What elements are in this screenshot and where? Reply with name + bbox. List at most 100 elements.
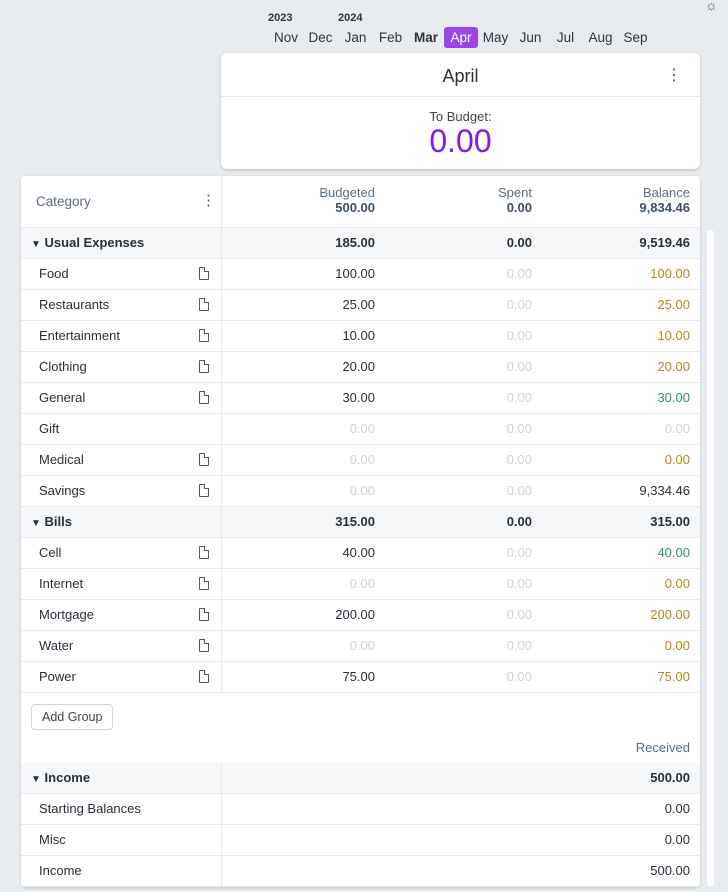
income-category-name[interactable]: Misc: [21, 825, 222, 855]
to-budget-value[interactable]: 0.00: [429, 123, 492, 159]
budgeted-input[interactable]: 0.00: [349, 576, 375, 591]
spent-value[interactable]: 0.00: [506, 483, 532, 498]
balance-value[interactable]: 100.00: [650, 266, 690, 281]
budgeted-input[interactable]: 0.00: [349, 483, 375, 498]
caret-down-icon[interactable]: ▼: [31, 774, 41, 785]
category-row: Cell 40.00 0.00 40.00: [21, 538, 700, 569]
group-name[interactable]: ▼ Bills: [21, 507, 222, 537]
note-icon[interactable]: [199, 577, 209, 590]
balance-value[interactable]: 30.00: [657, 390, 690, 405]
budgeted-input[interactable]: 100.00: [335, 266, 375, 281]
month-jun[interactable]: Jun: [519, 30, 542, 45]
month-apr[interactable]: Apr: [444, 27, 478, 48]
spent-value[interactable]: 0.00: [506, 607, 532, 622]
sun-icon[interactable]: ☼: [705, 0, 718, 13]
category-name[interactable]: General: [21, 383, 222, 413]
month-feb[interactable]: Feb: [378, 30, 403, 45]
caret-down-icon[interactable]: ▼: [31, 239, 41, 250]
month-card: April ⋮ To Budget: 0.00: [221, 53, 700, 169]
note-icon[interactable]: [199, 608, 209, 621]
category-name[interactable]: Medical: [21, 445, 222, 475]
note-icon[interactable]: [199, 391, 209, 404]
balance-value[interactable]: 20.00: [657, 359, 690, 374]
category-name[interactable]: Food: [21, 259, 222, 289]
income-category-name[interactable]: Starting Balances: [21, 794, 222, 824]
balance-value[interactable]: 0.00: [664, 452, 690, 467]
balance-value[interactable]: 9,334.46: [639, 483, 690, 498]
note-icon[interactable]: [199, 546, 209, 559]
group-row[interactable]: ▼ Bills 315.00 0.00 315.00: [21, 507, 700, 538]
spent-value[interactable]: 0.00: [506, 390, 532, 405]
note-icon[interactable]: [199, 360, 209, 373]
category-name[interactable]: Savings: [21, 476, 222, 506]
budgeted-input[interactable]: 0.00: [349, 452, 375, 467]
category-row: Clothing 20.00 0.00 20.00: [21, 352, 700, 383]
add-group-button[interactable]: Add Group: [31, 704, 114, 730]
note-icon[interactable]: [199, 267, 209, 280]
category-row: Internet 0.00 0.00 0.00: [21, 569, 700, 600]
spent-value[interactable]: 0.00: [506, 638, 532, 653]
note-icon[interactable]: [199, 329, 209, 342]
spent-value[interactable]: 0.00: [506, 328, 532, 343]
category-name[interactable]: Clothing: [21, 352, 222, 382]
spent-value[interactable]: 0.00: [506, 359, 532, 374]
note-icon[interactable]: [199, 670, 209, 683]
more-vertical-icon[interactable]: ⋮: [201, 192, 216, 209]
income-group-row[interactable]: ▼ Income 500.00: [21, 763, 700, 794]
balance-value[interactable]: 0.00: [664, 421, 690, 436]
month-aug[interactable]: Aug: [588, 30, 613, 45]
category-name[interactable]: Restaurants: [21, 290, 222, 320]
note-icon[interactable]: [199, 484, 209, 497]
balance-value[interactable]: 25.00: [657, 297, 690, 312]
month-may[interactable]: May: [482, 30, 509, 45]
budgeted-input[interactable]: 40.00: [342, 545, 375, 560]
group-label: Bills: [44, 514, 72, 529]
category-row: Food 100.00 0.00 100.00: [21, 259, 700, 290]
budgeted-input[interactable]: 20.00: [342, 359, 375, 374]
category-name[interactable]: Water: [21, 631, 222, 661]
spent-value[interactable]: 0.00: [506, 669, 532, 684]
category-name[interactable]: Internet: [21, 569, 222, 599]
category-name[interactable]: Cell: [21, 538, 222, 568]
category-name[interactable]: Power: [21, 662, 222, 692]
category-name[interactable]: Mortgage: [21, 600, 222, 630]
spent-value[interactable]: 0.00: [506, 576, 532, 591]
budgeted-input[interactable]: 0.00: [349, 421, 375, 436]
category-name[interactable]: Gift: [21, 414, 222, 444]
spent-value[interactable]: 0.00: [506, 421, 532, 436]
scrollbar[interactable]: [707, 230, 714, 887]
balance-value[interactable]: 75.00: [657, 669, 690, 684]
spent-value[interactable]: 0.00: [506, 266, 532, 281]
balance-value[interactable]: 10.00: [657, 328, 690, 343]
balance-value[interactable]: 40.00: [657, 545, 690, 560]
balance-value[interactable]: 200.00: [650, 607, 690, 622]
spent-value[interactable]: 0.00: [506, 452, 532, 467]
group-name[interactable]: ▼ Usual Expenses: [21, 228, 222, 258]
budgeted-input[interactable]: 75.00: [342, 669, 375, 684]
category-name[interactable]: Entertainment: [21, 321, 222, 351]
budgeted-input[interactable]: 200.00: [335, 607, 375, 622]
budgeted-input[interactable]: 25.00: [342, 297, 375, 312]
month-sep[interactable]: Sep: [623, 30, 648, 45]
budgeted-input[interactable]: 0.00: [349, 638, 375, 653]
note-icon[interactable]: [199, 298, 209, 311]
budgeted-input[interactable]: 10.00: [342, 328, 375, 343]
more-vertical-icon[interactable]: ⋮: [666, 67, 682, 84]
caret-down-icon[interactable]: ▼: [31, 518, 41, 529]
month-nov[interactable]: Nov: [273, 30, 298, 45]
received-header: Received: [635, 740, 690, 755]
balance-value[interactable]: 0.00: [664, 638, 690, 653]
month-dec[interactable]: Dec: [308, 30, 333, 45]
spent-value[interactable]: 0.00: [506, 297, 532, 312]
spent-value[interactable]: 0.00: [506, 545, 532, 560]
budgeted-input[interactable]: 30.00: [342, 390, 375, 405]
income-category-name[interactable]: Income: [21, 856, 222, 886]
month-jul[interactable]: Jul: [556, 30, 575, 45]
note-icon[interactable]: [199, 639, 209, 652]
balance-value[interactable]: 0.00: [664, 576, 690, 591]
group-row[interactable]: ▼ Usual Expenses 185.00 0.00 9,519.46: [21, 228, 700, 259]
group-name[interactable]: ▼ Income: [21, 763, 222, 793]
month-jan[interactable]: Jan: [344, 30, 367, 45]
month-mar[interactable]: Mar: [413, 30, 438, 45]
note-icon[interactable]: [199, 453, 209, 466]
